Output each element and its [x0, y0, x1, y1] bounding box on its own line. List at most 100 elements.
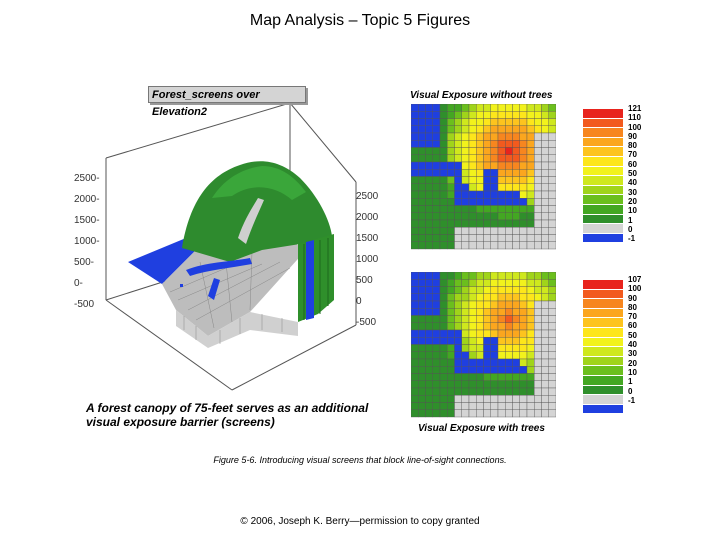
map-cell: [526, 286, 535, 294]
map-cell: [534, 337, 542, 345]
map-cell: [505, 286, 513, 294]
map-cell: [519, 351, 528, 360]
left-tick: -500: [74, 299, 95, 310]
map-cell: [548, 351, 556, 360]
legend-label: 70: [628, 312, 637, 322]
map-cell: [411, 387, 419, 396]
map-cell: [461, 272, 470, 280]
map-cell: [461, 161, 470, 170]
map-cell: [439, 308, 448, 316]
map-cell: [411, 111, 419, 119]
map-cell: [505, 395, 513, 403]
map-cell: [454, 286, 462, 294]
map-cell: [526, 219, 535, 228]
legend-swatch: [583, 347, 623, 357]
map-cell: [519, 279, 528, 287]
map-cell: [505, 293, 513, 302]
legend-label: 30: [628, 349, 637, 359]
map-cell: [519, 161, 528, 170]
map-cell: [432, 272, 441, 280]
map-cell: [476, 154, 484, 163]
map-cell: [439, 337, 448, 345]
map-cell: [476, 344, 484, 352]
map-cell: [534, 104, 542, 112]
legend-label: 60: [628, 159, 637, 169]
map-cell: [505, 380, 513, 389]
map-cell: [461, 227, 470, 235]
map-cell: [548, 104, 556, 112]
legend-label: 40: [628, 340, 637, 350]
map-cell: [468, 387, 477, 396]
map-cell: [519, 212, 528, 221]
map-cell: [519, 293, 528, 302]
map-cell: [476, 140, 484, 148]
map-cell: [425, 212, 433, 221]
map-cell: [548, 293, 556, 302]
map-cell: [497, 104, 506, 112]
map-cell: [505, 300, 513, 309]
map-cell: [432, 409, 441, 418]
map-cell: [411, 104, 419, 112]
map-cell: [468, 366, 477, 374]
map-cell: [454, 111, 462, 119]
map-cell: [432, 366, 441, 374]
map-cell: [468, 198, 477, 206]
map-cell: [476, 176, 484, 184]
map-cell: [454, 183, 462, 192]
map-cell: [519, 132, 528, 141]
bottom-legend-labels: 107 100 90 80 70 60 50 40 30 20 10 1 0 -1: [628, 275, 658, 405]
map-cell: [454, 227, 462, 235]
map-cell: [418, 366, 426, 374]
map-cell: [483, 373, 491, 381]
map-cell: [476, 322, 484, 331]
map-cell: [512, 300, 520, 309]
map-cell: [483, 272, 491, 280]
map-cell: [432, 387, 441, 396]
map-cell: [454, 380, 462, 389]
map-cell: [548, 272, 556, 280]
map-cell: [461, 344, 470, 352]
map-cell: [454, 190, 462, 199]
legend-swatch: [583, 280, 623, 290]
map-cell: [454, 169, 462, 177]
map-cell: [418, 227, 426, 235]
map-cell: [447, 293, 455, 302]
map-cell: [526, 272, 535, 280]
map-cell: [461, 183, 470, 192]
map-cell: [497, 241, 506, 250]
map-cell: [548, 219, 556, 228]
map-cell: [519, 300, 528, 309]
right-tick: 2000: [356, 212, 379, 223]
left-tick: 0-: [74, 278, 83, 289]
map-cell: [439, 344, 448, 352]
map-cell: [534, 387, 542, 396]
map-cell: [505, 104, 513, 112]
map-cell: [425, 315, 433, 323]
map-cell: [505, 315, 513, 323]
map-cell: [483, 279, 491, 287]
map-cell: [534, 366, 542, 374]
legend-label: 110: [628, 113, 641, 123]
map-cell: [439, 169, 448, 177]
map-cell: [505, 118, 513, 126]
legend-swatch: [583, 318, 623, 328]
legend-swatch: [583, 356, 623, 367]
map-cell: [490, 300, 499, 309]
map-cell: [497, 140, 506, 148]
map-cell: [425, 190, 433, 199]
map-cell: [526, 358, 535, 367]
map-cell: [439, 154, 448, 163]
map-cell: [512, 351, 520, 360]
map-cell: [548, 147, 556, 155]
map-cell: [541, 212, 549, 221]
map-cell: [512, 322, 520, 331]
map-cell: [519, 176, 528, 184]
map-cell: [534, 154, 542, 163]
map-cell: [461, 190, 470, 199]
map-cell: [526, 366, 535, 374]
map-cell: [548, 198, 556, 206]
map-cell: [497, 111, 506, 119]
map-cell: [548, 118, 556, 126]
map-cell: [454, 132, 462, 141]
map-cell: [512, 293, 520, 302]
